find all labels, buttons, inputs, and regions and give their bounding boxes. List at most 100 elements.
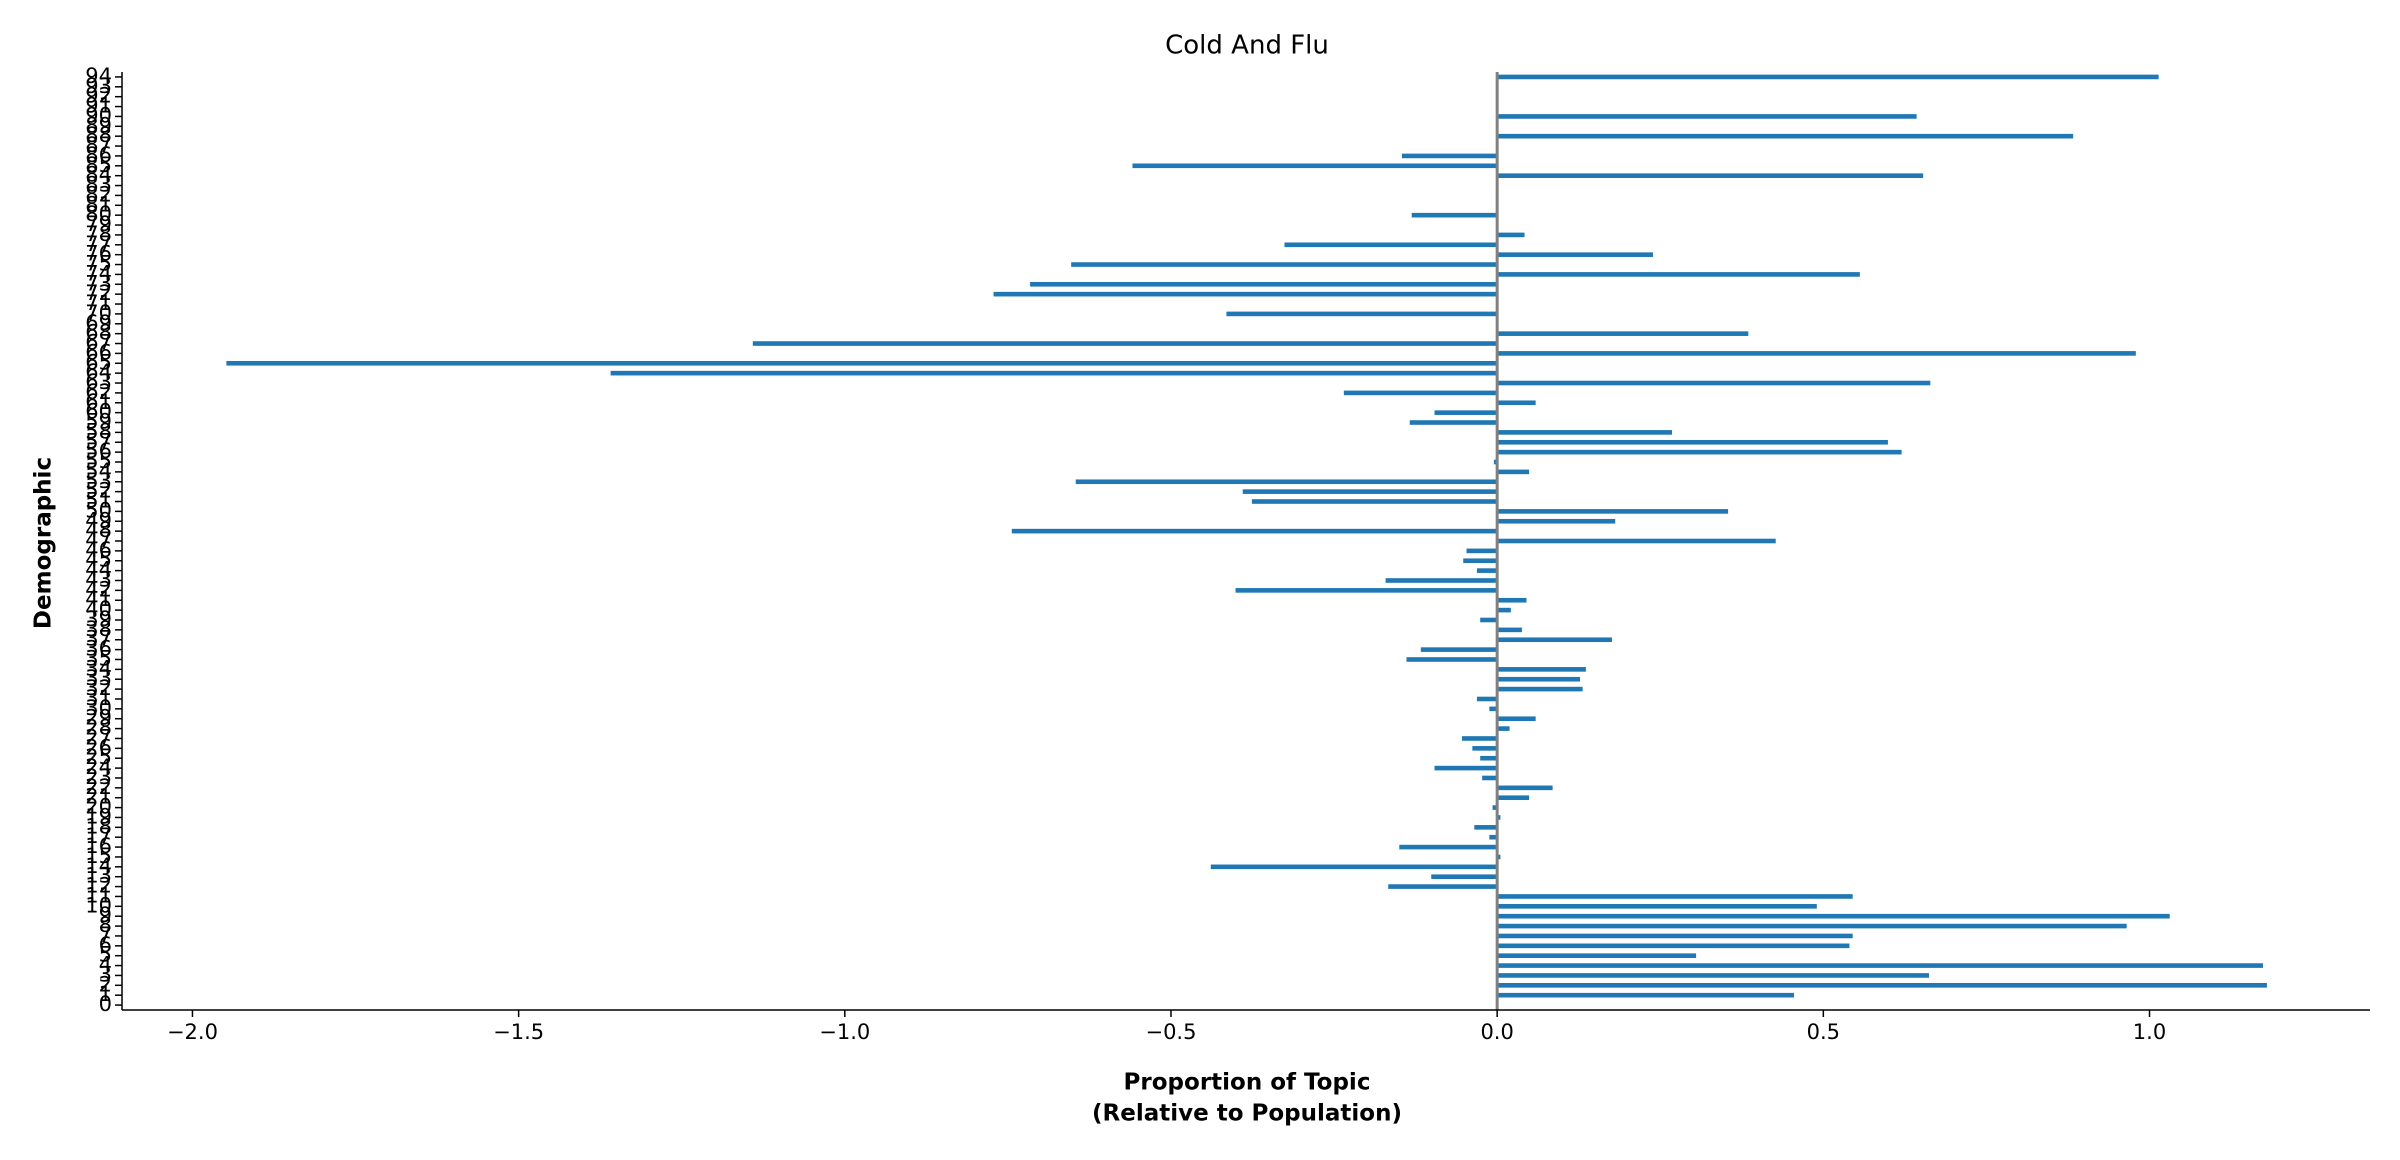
bar: [1497, 439, 1888, 445]
bar: [1497, 518, 1616, 524]
y-tick-label: 45: [85, 548, 112, 572]
y-tick-label: 64: [85, 360, 112, 384]
y-tick-label: 69: [85, 311, 112, 335]
bar: [1497, 252, 1654, 257]
y-tick-label: 76: [85, 242, 112, 266]
y-tick-label: 30: [85, 696, 112, 720]
y-axis-label: Demographic: [31, 457, 57, 629]
y-tick-label: 75: [85, 252, 112, 276]
bar: [1497, 430, 1672, 435]
bar: [1497, 963, 2264, 968]
y-tick-label: 20: [85, 795, 112, 819]
bar: [1497, 795, 1530, 801]
y-tick-label: 48: [85, 518, 112, 542]
bar: [1492, 805, 1498, 810]
y-tick-label: 26: [85, 735, 112, 759]
y-tick-label: 68: [85, 321, 112, 345]
bar: [1251, 499, 1498, 504]
y-tick-label: 3: [99, 962, 112, 986]
y-tick-label: 50: [85, 498, 112, 522]
bar: [1385, 578, 1498, 583]
bar: [1388, 884, 1498, 889]
y-tick-label: 32: [85, 676, 112, 700]
bar: [1497, 992, 1794, 998]
y-tick-label: 21: [85, 785, 112, 809]
bar: [1399, 844, 1498, 850]
y-tick-label: 28: [85, 716, 112, 740]
y-tick-label: 92: [85, 84, 112, 108]
y-tick-label: 73: [85, 271, 112, 295]
y-tick-label: 74: [85, 261, 112, 285]
y-tick-label: 71: [85, 291, 112, 315]
y-tick-label: 44: [85, 558, 112, 582]
bar: [1497, 469, 1530, 475]
y-tick-label: 83: [85, 173, 112, 197]
bar: [1401, 153, 1498, 159]
y-tick-label: 82: [85, 182, 112, 206]
bar: [1489, 706, 1498, 712]
bar: [1497, 953, 1697, 958]
y-tick-label: 23: [85, 765, 112, 789]
bar: [1497, 509, 1729, 514]
y-tick-label: 57: [85, 429, 112, 453]
bar: [1480, 755, 1498, 761]
y-tick-label: 13: [85, 864, 112, 888]
bar: [1497, 74, 2159, 80]
bar: [1071, 262, 1498, 267]
chart-title: Cold And Flu: [1165, 31, 1329, 61]
y-tick-label: 6: [99, 933, 112, 957]
y-tick-label: 41: [85, 587, 112, 611]
y-tick-label: 87: [85, 133, 112, 157]
y-tick-label: 62: [85, 380, 112, 404]
bar: [1497, 716, 1536, 722]
bar: [1434, 765, 1498, 771]
bar: [1075, 479, 1498, 485]
bar: [1497, 538, 1776, 544]
bar: [1434, 410, 1498, 415]
bar: [1497, 232, 1525, 238]
y-tick-label: 80: [85, 202, 112, 226]
bar: [1476, 568, 1498, 573]
y-tick-label: 39: [85, 607, 112, 631]
bar: [610, 370, 1498, 376]
y-tick-label: 79: [85, 212, 112, 236]
y-tick-label: 49: [85, 508, 112, 532]
y-tick-label: 40: [85, 597, 112, 621]
y-tick-label: 33: [85, 666, 112, 690]
y-tick-label: 38: [85, 617, 112, 641]
y-tick-label: 65: [85, 350, 112, 374]
bar: [1497, 351, 2136, 356]
y-tick-label: 15: [85, 844, 112, 868]
bar: [1482, 775, 1498, 781]
y-tick-label: 1: [99, 982, 112, 1006]
y-tick-label: 81: [85, 192, 112, 216]
bar: [1497, 726, 1510, 731]
bar: [1474, 825, 1498, 830]
y-tick-label: 78: [85, 222, 112, 246]
bar: [1497, 607, 1511, 613]
bar: [1497, 331, 1749, 336]
bar: [1497, 894, 1853, 899]
x-tick-label: −2.0: [167, 1020, 218, 1044]
bar: [1497, 380, 1931, 386]
y-tick-label: 31: [85, 686, 112, 710]
bar: [1242, 489, 1498, 494]
y-tick-label: 42: [85, 577, 112, 601]
x-axis-label: Proportion of Topic: [1124, 1070, 1371, 1096]
y-tick-label: 34: [85, 656, 112, 680]
bar: [1497, 913, 2170, 919]
y-tick-label: 59: [85, 410, 112, 434]
y-tick-label: 22: [85, 775, 112, 799]
bar: [1497, 983, 2267, 988]
bar: [1480, 617, 1498, 623]
bar: [1284, 242, 1498, 248]
bar: [1132, 163, 1498, 169]
y-tick-label: 5: [99, 943, 112, 967]
bar: [993, 291, 1498, 297]
y-tick-label: 37: [85, 627, 112, 651]
y-tick-label: 14: [85, 854, 112, 878]
x-tick-label: −1.5: [493, 1020, 544, 1044]
y-tick-label: 66: [85, 340, 112, 364]
y-tick-label: 86: [85, 143, 112, 167]
